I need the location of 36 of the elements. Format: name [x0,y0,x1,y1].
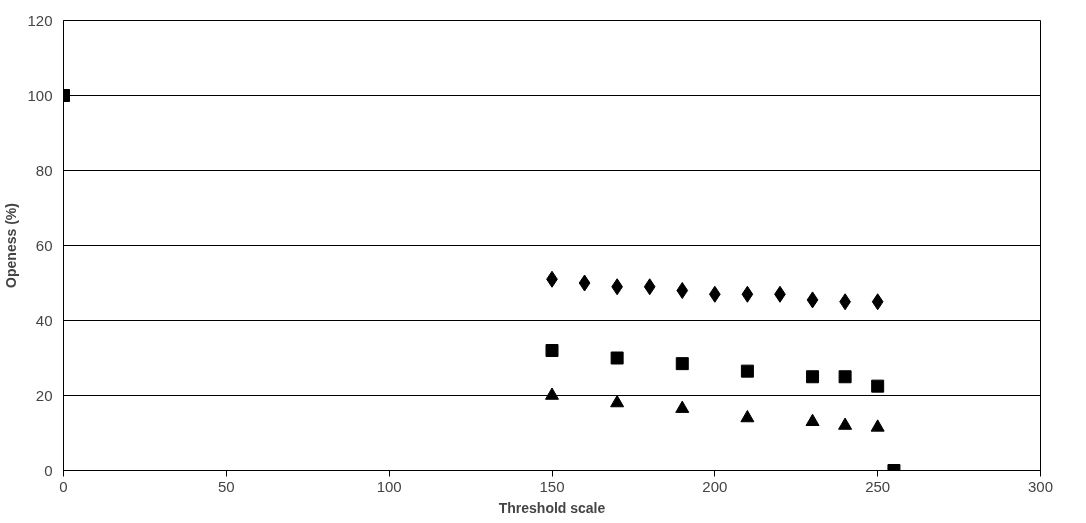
point [643,278,656,296]
point [610,394,625,408]
point [838,417,853,430]
x-tick-label: 200 [702,477,728,495]
y-axis-title: Openess (%) [3,203,20,288]
y-tick-label: 60 [35,236,53,254]
point [806,291,819,309]
point [545,387,559,400]
y-tick-label: 120 [27,11,53,29]
x-axis-title: Threshold scale [498,499,606,516]
x-tick-label: 150 [539,477,565,495]
y-tick-label: 0 [44,461,53,479]
point [740,409,755,423]
point [545,344,559,357]
y-tick-label: 20 [35,386,53,404]
point [805,413,820,426]
point [871,379,885,393]
y-tick-label: 100 [27,86,53,104]
x-tick-label: 50 [217,477,235,495]
point [806,370,820,384]
point [740,364,754,378]
y-tick-label: 80 [35,161,53,179]
point [838,370,852,384]
point [871,293,884,311]
point [675,400,690,413]
x-tick-label: 250 [865,477,891,495]
point [578,274,591,292]
x-tick-label: 100 [376,477,402,495]
point [610,351,624,365]
y-tick-label: 40 [35,311,53,329]
x-tick-label: 300 [1027,477,1054,495]
point [675,357,689,371]
point [676,282,689,299]
point [870,419,885,432]
point [741,285,754,303]
x-tick-label: 0 [59,477,68,495]
